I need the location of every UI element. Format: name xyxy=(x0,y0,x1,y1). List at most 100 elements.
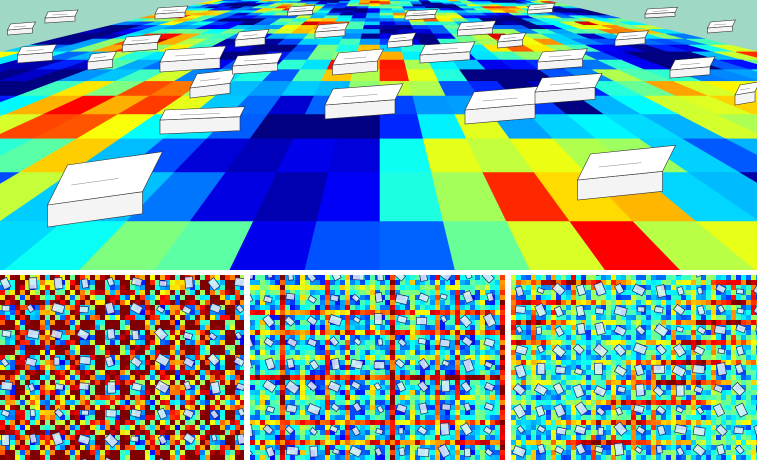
heatmap-cell xyxy=(165,405,170,410)
heatmap-cell xyxy=(355,330,360,335)
heatmap-cell xyxy=(120,415,125,420)
heatmap-cell xyxy=(100,320,105,325)
building-footprint xyxy=(130,408,142,419)
heatmap-cell xyxy=(175,280,180,285)
heatmap-cell xyxy=(145,450,150,455)
heatmap-cell xyxy=(315,360,320,365)
heatmap-cell xyxy=(445,345,450,350)
heatmap-cell xyxy=(450,340,455,345)
heatmap-cell xyxy=(215,410,220,415)
heatmap-cell xyxy=(230,335,235,340)
heatmap-cell xyxy=(40,405,45,410)
heatmap-cell xyxy=(350,280,355,285)
heatmap-cell xyxy=(170,335,175,340)
heatmap-cell xyxy=(200,395,205,400)
heatmap-cell xyxy=(125,450,130,455)
heatmap-cell xyxy=(140,450,145,455)
heatmap-cell xyxy=(120,295,125,300)
heatmap-cell xyxy=(300,445,305,450)
heatmap-cell xyxy=(380,425,385,430)
heatmap-cell xyxy=(190,380,195,385)
heatmap-cell xyxy=(400,325,405,330)
heatmap-cell xyxy=(90,445,95,450)
heatmap-cell xyxy=(516,280,521,285)
heatmap-cell xyxy=(70,390,75,395)
building-footprint xyxy=(28,433,38,444)
heatmap-cell xyxy=(250,410,255,415)
heatmap-cell xyxy=(300,300,305,305)
heatmap-cell xyxy=(345,430,350,435)
heatmap-cell xyxy=(70,395,75,400)
heatmap-cell xyxy=(470,435,475,440)
heatmap-cell xyxy=(385,315,390,320)
heatmap-cell xyxy=(250,360,255,365)
heatmap-cell xyxy=(300,400,305,405)
heatmap-cell xyxy=(235,430,240,435)
heatmap-cell xyxy=(235,420,240,425)
heatmap-cell xyxy=(170,275,175,280)
heatmap-cell xyxy=(360,430,365,435)
heatmap-cell xyxy=(220,375,225,380)
heatmap-cell xyxy=(275,290,280,295)
heatmap-cell xyxy=(20,420,25,425)
heatmap-cell xyxy=(50,345,55,350)
heatmap-cell xyxy=(425,280,430,285)
heatmap-cell xyxy=(125,405,130,410)
heatmap-cell xyxy=(25,335,30,340)
heatmap-cell xyxy=(70,290,75,295)
heatmap-cell xyxy=(15,420,20,425)
heatmap-cell xyxy=(260,365,265,370)
heatmap-cell xyxy=(165,395,170,400)
heatmap-cell xyxy=(135,425,140,430)
heatmap-cell xyxy=(65,285,70,290)
heatmap-cell xyxy=(340,420,345,425)
heatmap-cell xyxy=(380,410,385,415)
heatmap-cell xyxy=(280,410,285,415)
heatmap-cell xyxy=(90,405,95,410)
heatmap-cell xyxy=(0,325,5,330)
heatmap-cell xyxy=(85,320,90,325)
heatmap-cell xyxy=(235,395,240,400)
heatmap-cell xyxy=(150,300,155,305)
heatmap-cell xyxy=(70,350,75,355)
heatmap-cell xyxy=(435,425,440,430)
heatmap-cell xyxy=(25,395,30,400)
heatmap-cell xyxy=(395,440,400,445)
heatmap-cell xyxy=(300,405,305,410)
building-footprint xyxy=(284,380,301,395)
heatmap-cell xyxy=(330,310,335,315)
heatmap-cell xyxy=(5,275,10,280)
heatmap-cell xyxy=(130,320,135,325)
heatmap-cell xyxy=(445,305,450,310)
heatmap-cell xyxy=(95,350,100,355)
heatmap-cell xyxy=(475,385,480,390)
heatmap-cell xyxy=(125,285,130,290)
heatmap-cell xyxy=(315,320,320,325)
heatmap-cell xyxy=(195,350,200,355)
heatmap-cell xyxy=(105,420,110,425)
heatmap-cell xyxy=(495,315,500,320)
heatmap-cell xyxy=(566,275,571,280)
heatmap-cell xyxy=(495,395,500,400)
heatmap-cell xyxy=(235,445,240,450)
heatmap-cell xyxy=(200,405,205,410)
heatmap-cell xyxy=(355,415,360,420)
heatmap-cell xyxy=(345,395,350,400)
heatmap-cell xyxy=(295,375,300,380)
heatmap-cell xyxy=(160,275,165,280)
heatmap-cell xyxy=(215,340,220,345)
heatmap-cell xyxy=(385,440,390,445)
heatmap-cell xyxy=(330,440,335,445)
heatmap-cell xyxy=(315,290,320,295)
heatmap-cell xyxy=(35,325,40,330)
heatmap-cell xyxy=(180,330,185,335)
heatmap-cell xyxy=(180,400,185,405)
heatmap-cell xyxy=(125,370,130,375)
heatmap-cell xyxy=(470,385,475,390)
heatmap-cell xyxy=(35,350,40,355)
heatmap-cell xyxy=(90,400,95,405)
heatmap-cell xyxy=(235,400,240,405)
heatmap-cell xyxy=(435,415,440,420)
heatmap-cell xyxy=(165,440,170,445)
heatmap-cell xyxy=(95,410,100,415)
